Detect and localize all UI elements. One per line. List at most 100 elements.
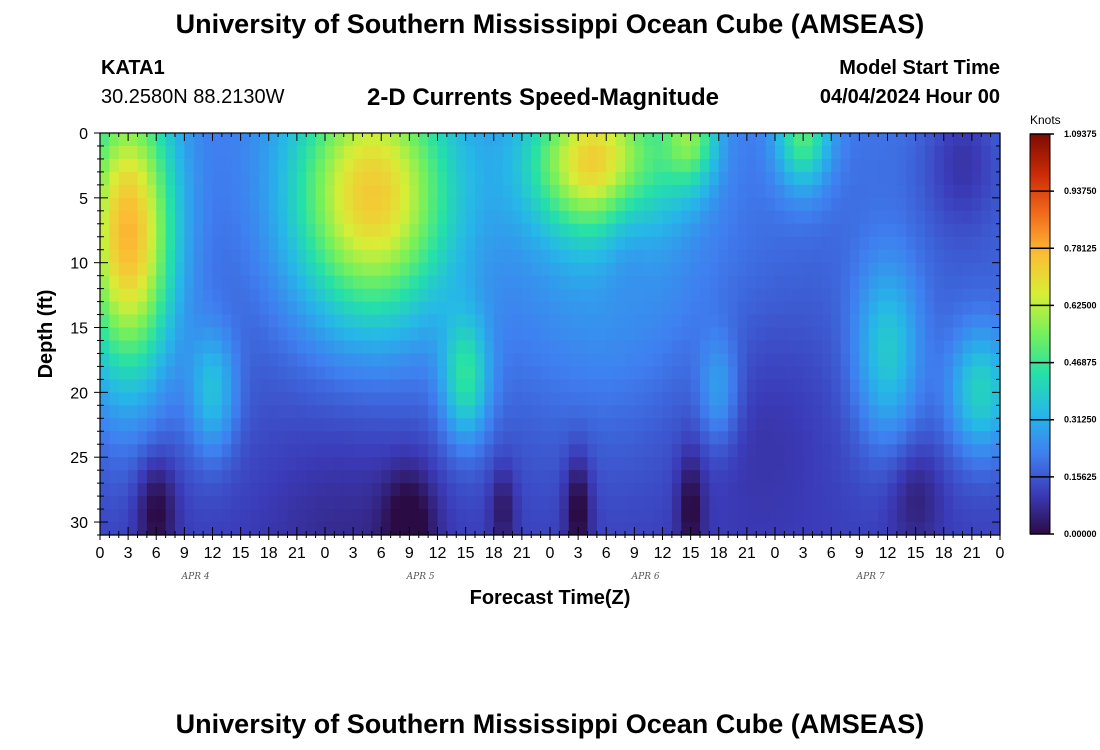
heatmap-cell bbox=[662, 223, 673, 238]
heatmap-cell bbox=[343, 457, 354, 471]
heatmap-cell bbox=[559, 223, 570, 238]
heatmap-cell bbox=[653, 340, 664, 355]
heatmap-cell bbox=[690, 392, 701, 406]
heatmap-cell bbox=[559, 405, 570, 419]
heatmap-cell bbox=[850, 158, 860, 173]
heatmap-cell bbox=[362, 249, 373, 264]
heatmap-cell bbox=[784, 405, 795, 419]
heatmap-cell bbox=[878, 431, 889, 445]
heatmap-cell bbox=[971, 133, 982, 147]
heatmap-cell bbox=[934, 184, 945, 199]
heatmap-cell bbox=[784, 145, 795, 160]
heatmap-cell bbox=[221, 210, 232, 225]
heatmap-cell bbox=[953, 210, 964, 225]
heatmap-cell bbox=[606, 353, 617, 368]
heatmap-cell bbox=[700, 223, 710, 238]
heatmap-cell bbox=[812, 379, 823, 393]
heatmap-cell bbox=[456, 184, 467, 199]
heatmap-cell bbox=[109, 223, 120, 238]
heatmap-cell bbox=[240, 210, 251, 225]
heatmap-cell bbox=[381, 496, 392, 510]
heatmap-cell bbox=[934, 483, 945, 497]
heatmap-cell bbox=[428, 392, 439, 406]
heatmap-cell bbox=[240, 145, 251, 160]
heatmap-cell bbox=[915, 145, 926, 160]
heatmap-cell bbox=[962, 405, 973, 419]
heatmap-cell bbox=[943, 223, 954, 238]
heatmap-cell bbox=[353, 314, 364, 329]
heatmap-cell bbox=[231, 133, 242, 147]
heatmap-cell bbox=[278, 418, 289, 432]
heatmap-cell bbox=[878, 522, 889, 536]
heatmap-cell bbox=[596, 184, 607, 199]
heatmap-cell bbox=[531, 249, 542, 264]
heatmap-cell bbox=[521, 509, 532, 523]
heatmap-cell bbox=[493, 210, 504, 225]
heatmap-cell bbox=[784, 444, 795, 458]
heatmap-cell bbox=[906, 171, 917, 186]
heatmap-cell bbox=[821, 392, 832, 406]
heatmap-cell bbox=[737, 145, 748, 160]
heatmap-cell bbox=[390, 275, 401, 290]
heatmap-cell bbox=[184, 405, 195, 419]
heatmap-cell bbox=[803, 431, 814, 445]
heatmap-cell bbox=[278, 249, 289, 264]
heatmap-cell bbox=[765, 392, 776, 406]
heatmap-cell bbox=[540, 379, 551, 393]
heatmap-cell bbox=[212, 223, 223, 238]
heatmap-cell bbox=[653, 444, 664, 458]
heatmap-cell bbox=[175, 379, 185, 393]
heatmap-cell bbox=[812, 197, 823, 212]
heatmap-cell bbox=[531, 236, 542, 251]
heatmap-cell bbox=[418, 457, 429, 471]
heatmap-cell bbox=[334, 327, 345, 342]
heatmap-cell bbox=[718, 496, 729, 510]
heatmap-cell bbox=[362, 496, 373, 510]
heatmap-cell bbox=[568, 444, 579, 458]
heatmap-cell bbox=[503, 133, 514, 147]
heatmap-cell bbox=[709, 431, 720, 445]
heatmap-cell bbox=[578, 327, 589, 342]
heatmap-cell bbox=[990, 262, 1001, 277]
heatmap-cell bbox=[681, 379, 692, 393]
heatmap-cell bbox=[643, 262, 654, 277]
heatmap-cell bbox=[296, 470, 307, 484]
heatmap-cell bbox=[653, 405, 664, 419]
heatmap-cell bbox=[353, 405, 364, 419]
heatmap-cell bbox=[362, 184, 373, 199]
heatmap-cell bbox=[296, 418, 307, 432]
heatmap-cell bbox=[587, 470, 598, 484]
heatmap-cell bbox=[831, 275, 842, 290]
heatmap-cell bbox=[446, 171, 457, 186]
heatmap-cell bbox=[250, 145, 260, 160]
x-axis-label: Forecast Time(Z) bbox=[470, 587, 631, 609]
heatmap-cell bbox=[212, 457, 223, 471]
heatmap-cell bbox=[831, 470, 842, 484]
heatmap-cell bbox=[746, 366, 757, 380]
heatmap-cell bbox=[259, 171, 270, 186]
heatmap-cell bbox=[625, 327, 635, 342]
heatmap-cell bbox=[184, 223, 195, 238]
heatmap-cell bbox=[559, 522, 570, 536]
heatmap-cell bbox=[531, 184, 542, 199]
heatmap-cell bbox=[953, 366, 964, 380]
heatmap-cell bbox=[840, 288, 851, 303]
heatmap-cell bbox=[671, 353, 682, 368]
heatmap-cell bbox=[718, 327, 729, 342]
heatmap-cell bbox=[428, 366, 439, 380]
heatmap-cell bbox=[859, 249, 870, 264]
heatmap-cell bbox=[606, 223, 617, 238]
heatmap-cell bbox=[240, 314, 251, 329]
heatmap-cell bbox=[925, 392, 935, 406]
heatmap-cell bbox=[700, 444, 710, 458]
heatmap-cell bbox=[625, 522, 635, 536]
heatmap-cell bbox=[737, 197, 748, 212]
heatmap-cell bbox=[503, 223, 514, 238]
heatmap-cell bbox=[118, 327, 129, 342]
heatmap-cell bbox=[587, 288, 598, 303]
heatmap-cell bbox=[831, 171, 842, 186]
heatmap-cell bbox=[475, 340, 485, 355]
heatmap-cell bbox=[343, 366, 354, 380]
heatmap-cell bbox=[437, 496, 448, 510]
heatmap-cell bbox=[512, 470, 523, 484]
